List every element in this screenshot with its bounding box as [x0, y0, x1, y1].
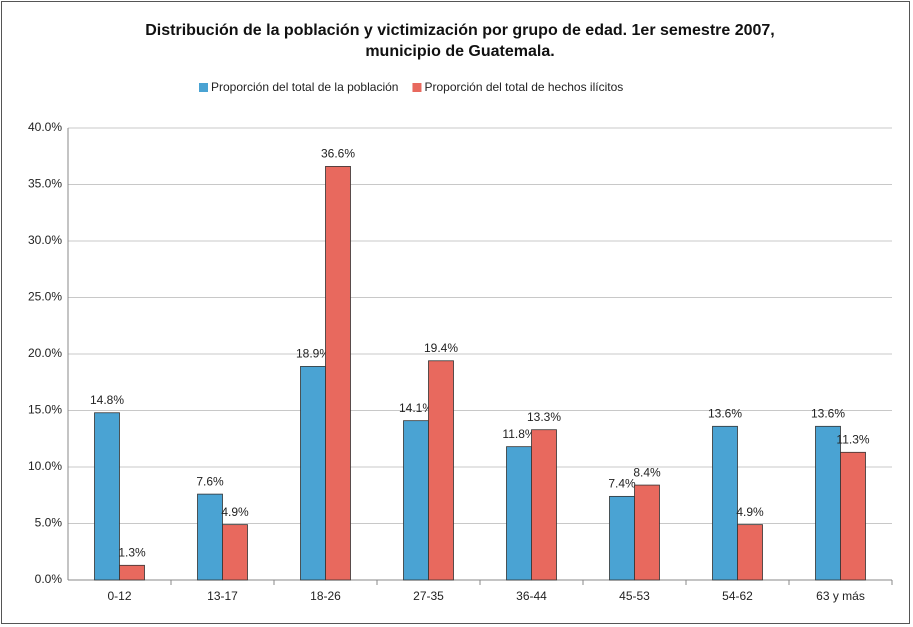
- data-label: 13.6%: [811, 406, 845, 420]
- data-label: 36.6%: [321, 147, 355, 161]
- x-tick-label: 45-53: [619, 589, 650, 603]
- x-tick-label: 27-35: [413, 589, 444, 603]
- x-tick-label: 63 y más: [816, 589, 865, 603]
- x-tick-label: 13-17: [207, 589, 238, 603]
- data-label: 18.9%: [296, 347, 330, 361]
- data-label: 11.3%: [836, 432, 869, 446]
- x-tick-label: 18-26: [310, 589, 341, 603]
- y-tick-label: 5.0%: [35, 516, 63, 530]
- bar: [609, 495, 635, 581]
- bar: [403, 420, 429, 581]
- legend-label: Proporción del total de la población: [211, 80, 398, 94]
- data-label: 11.8%: [502, 427, 535, 441]
- y-tick-label: 10.0%: [28, 459, 62, 473]
- data-label: 1.3%: [118, 545, 146, 559]
- bar: [325, 166, 351, 581]
- data-label: 14.1%: [399, 401, 433, 415]
- bar: [737, 524, 763, 581]
- data-label: 4.9%: [221, 505, 249, 519]
- bar: [119, 564, 145, 581]
- bar: [222, 524, 248, 581]
- bar: [94, 412, 120, 581]
- y-tick-label: 20.0%: [28, 346, 62, 360]
- x-tick-label: 36-44: [516, 589, 547, 603]
- y-tick-label: 0.0%: [35, 572, 63, 586]
- bar: [531, 429, 557, 581]
- y-tick-label: 30.0%: [28, 233, 62, 247]
- bar: [712, 425, 738, 581]
- bar: [506, 446, 532, 581]
- data-label: 4.9%: [736, 505, 764, 519]
- data-label: 13.6%: [708, 406, 742, 420]
- y-tick-label: 25.0%: [28, 290, 62, 304]
- y-tick-label: 15.0%: [28, 403, 62, 417]
- bar: [634, 484, 660, 581]
- y-tick-label: 40.0%: [28, 120, 62, 134]
- data-label: 7.4%: [608, 477, 636, 491]
- x-tick-label: 54-62: [722, 589, 753, 603]
- data-label: 8.4%: [633, 465, 661, 479]
- legend-swatch: [412, 83, 422, 92]
- legend-swatch: [199, 83, 208, 92]
- data-label: 19.4%: [424, 341, 458, 355]
- bar: [428, 360, 454, 581]
- x-tick-label: 0-12: [107, 589, 131, 603]
- bar: [815, 425, 841, 581]
- bar: [840, 451, 866, 581]
- bar: [300, 366, 326, 581]
- data-label: 14.8%: [90, 393, 124, 407]
- chart-title: Distribución de la población y victimiza…: [145, 22, 775, 60]
- data-label: 13.3%: [527, 410, 561, 424]
- y-tick-label: 35.0%: [28, 177, 62, 191]
- bar: [197, 493, 223, 581]
- legend-label: Proporción del total de hechos ilícitos: [424, 80, 623, 94]
- data-label: 7.6%: [196, 474, 224, 488]
